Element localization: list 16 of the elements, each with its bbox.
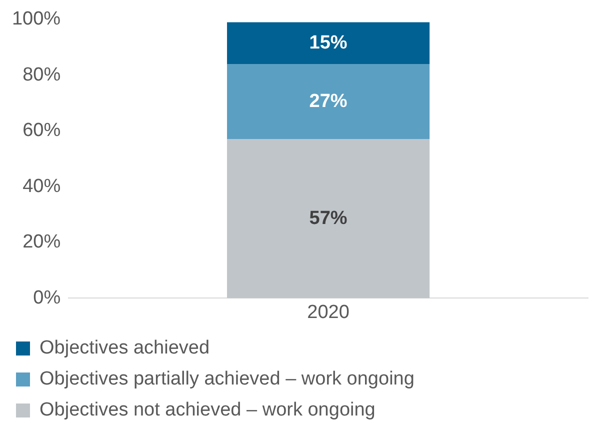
- data-label: 15%: [309, 32, 348, 54]
- data-label: 57%: [309, 208, 348, 229]
- x-tick-label: 2020: [307, 302, 350, 323]
- y-tick-label: 20%: [22, 232, 61, 253]
- bar: [227, 22, 430, 64]
- y-tick-label: 80%: [22, 64, 61, 86]
- y-tick-label: 100%: [12, 8, 61, 30]
- bar: [227, 139, 430, 298]
- y-tick-label: 60%: [22, 120, 61, 142]
- legend-label: Objectives partially achieved – work ongoing: [40, 368, 414, 390]
- y-tick-label: 40%: [22, 176, 61, 197]
- bar: [227, 64, 430, 140]
- legend-label: Objectives achieved: [40, 338, 210, 359]
- legend-label: Objectives not achieved – work ongoing: [40, 400, 376, 421]
- data-label: 27%: [309, 90, 348, 112]
- y-tick-label: 0%: [33, 287, 61, 308]
